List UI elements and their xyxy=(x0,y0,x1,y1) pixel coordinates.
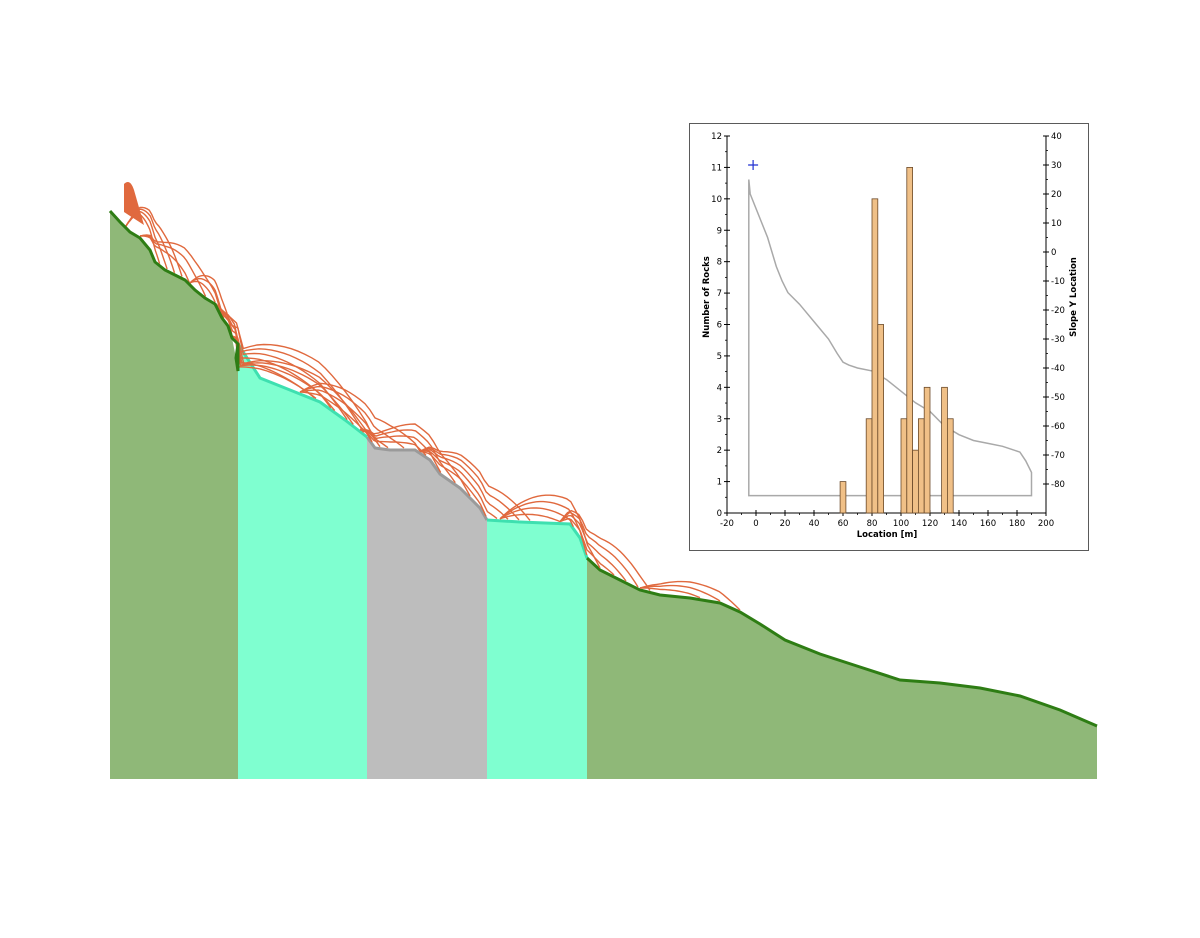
aqua-layer-2 xyxy=(487,520,587,779)
histogram-bar xyxy=(865,418,873,514)
histogram-bar xyxy=(877,324,885,514)
x-tick-label: 80 xyxy=(867,519,878,529)
rock-endpoint-histogram: 0123456789101112-80-70-60-50-40-30-20-10… xyxy=(689,123,1089,551)
trajectory-path xyxy=(419,449,509,520)
y2-tick-label: -30 xyxy=(1051,335,1065,345)
aqua-layer-1 xyxy=(238,344,367,779)
histogram-bar xyxy=(906,167,914,514)
trajectory-path xyxy=(559,517,615,576)
rockfall-trajectories xyxy=(124,182,741,611)
slope-surface-line xyxy=(108,209,240,372)
trajectory-path xyxy=(419,450,487,517)
histogram-bar xyxy=(923,386,931,514)
y-tick-label: 10 xyxy=(711,195,722,205)
y2-tick-label: 0 xyxy=(1051,248,1056,258)
grey-layer xyxy=(367,437,487,779)
histogram-bar xyxy=(839,481,847,514)
x-tick-label: 40 xyxy=(809,519,820,529)
y-tick-label: 12 xyxy=(711,132,722,142)
trajectory-path xyxy=(419,446,531,521)
histogram-bar xyxy=(900,418,908,514)
y-tick-label: 3 xyxy=(717,415,722,425)
trajectory-path xyxy=(499,500,588,556)
y2-tick-label: 20 xyxy=(1051,190,1062,200)
histogram-bar xyxy=(871,198,879,514)
y-tick-label: 4 xyxy=(717,383,722,393)
x-tick-label: -20 xyxy=(720,519,734,529)
trajectory-path xyxy=(419,450,498,520)
trajectory-origin-bundle xyxy=(124,182,144,225)
y-tick-label: 7 xyxy=(717,289,722,299)
trajectory-path xyxy=(499,513,561,523)
y2-tick-label: -40 xyxy=(1051,364,1065,374)
inset-frame xyxy=(689,123,1089,551)
histogram-bar xyxy=(946,418,954,514)
aqua-layer-2-edge xyxy=(486,518,589,559)
ground-layer-left xyxy=(110,211,238,779)
trajectory-path xyxy=(189,280,216,303)
x-axis-title: Location [m] xyxy=(857,530,918,540)
y-tick-label: 5 xyxy=(717,352,722,362)
seeder-marker xyxy=(748,160,759,170)
y2-axis-title: Slope Y Location xyxy=(1069,257,1079,337)
trajectory-path xyxy=(499,507,574,528)
ground-layer-right xyxy=(587,558,1097,779)
histogram-bar xyxy=(912,449,919,514)
y-axis-title: Number of Rocks xyxy=(702,256,712,338)
grey-layer-edge xyxy=(365,436,489,521)
y2-tick-label: -60 xyxy=(1051,422,1065,432)
y-tick-label: 2 xyxy=(717,446,722,456)
y-tick-label: 9 xyxy=(717,226,722,236)
x-tick-label: 100 xyxy=(893,519,909,529)
y2-tick-label: -10 xyxy=(1051,277,1065,287)
trajectory-path xyxy=(419,447,520,521)
y-tick-label: 8 xyxy=(717,258,722,268)
trajectory-path xyxy=(231,335,354,425)
y-tick-label: 11 xyxy=(711,163,722,173)
y2-tick-label: -70 xyxy=(1051,451,1065,461)
x-tick-label: 0 xyxy=(753,519,758,529)
trajectory-path xyxy=(299,382,421,452)
trajectory-path xyxy=(359,428,456,484)
trajectory-path xyxy=(139,235,190,283)
trajectory-path xyxy=(189,277,225,319)
trajectory-path xyxy=(299,386,405,449)
y-tick-label: 1 xyxy=(717,478,722,488)
trajectory-path xyxy=(559,514,627,582)
y2-tick-label: 10 xyxy=(1051,219,1062,229)
slope-surface-line-right xyxy=(585,556,1098,728)
trajectory-path xyxy=(559,509,651,591)
trajectory-path xyxy=(189,274,233,337)
y2-tick-label: 40 xyxy=(1051,132,1062,142)
trajectory-path xyxy=(359,428,427,456)
trajectory-path xyxy=(299,391,373,443)
x-tick-label: 120 xyxy=(922,519,938,529)
trajectory-path xyxy=(299,389,389,449)
trajectory-path xyxy=(139,234,207,297)
x-tick-label: 180 xyxy=(1009,519,1025,529)
x-tick-label: 60 xyxy=(838,519,849,529)
y2-tick-label: 30 xyxy=(1051,161,1062,171)
histogram-bar xyxy=(941,386,948,514)
x-tick-label: 160 xyxy=(980,519,996,529)
trajectory-path xyxy=(639,580,741,611)
y2-tick-label: -20 xyxy=(1051,306,1065,316)
y-tick-label: 0 xyxy=(717,509,722,519)
x-tick-label: 20 xyxy=(780,519,791,529)
trajectory-path xyxy=(639,584,721,602)
y2-tick-label: -50 xyxy=(1051,393,1065,403)
histogram-bar xyxy=(917,418,925,514)
x-tick-label: 140 xyxy=(951,519,967,529)
aqua-layer-1-edge xyxy=(236,343,368,439)
trajectory-path xyxy=(559,511,639,588)
trajectory-path xyxy=(640,587,701,599)
y-tick-label: 6 xyxy=(717,321,722,331)
x-tick-label: 200 xyxy=(1038,519,1054,529)
y2-tick-label: -80 xyxy=(1051,480,1065,490)
trajectory-path xyxy=(231,335,336,412)
trajectory-path xyxy=(231,335,317,399)
